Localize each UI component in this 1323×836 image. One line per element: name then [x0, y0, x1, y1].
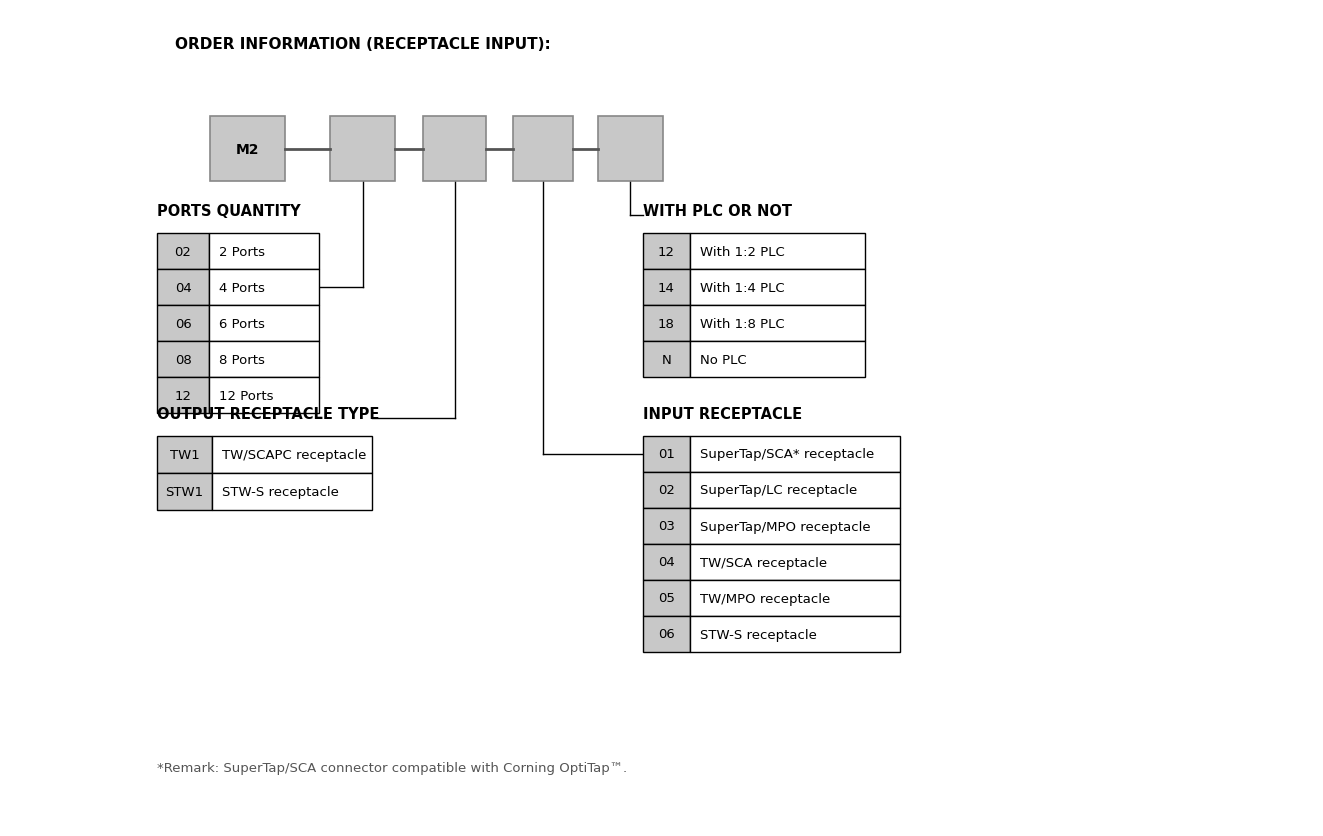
FancyBboxPatch shape	[643, 270, 691, 306]
FancyBboxPatch shape	[157, 270, 209, 306]
Text: STW1: STW1	[165, 486, 204, 498]
FancyBboxPatch shape	[598, 117, 663, 181]
FancyBboxPatch shape	[643, 544, 691, 580]
FancyBboxPatch shape	[157, 378, 209, 414]
Text: 6 Ports: 6 Ports	[220, 317, 265, 330]
Text: 12 Ports: 12 Ports	[220, 389, 274, 402]
FancyBboxPatch shape	[643, 616, 691, 652]
FancyBboxPatch shape	[157, 473, 212, 511]
Text: WITH PLC OR NOT: WITH PLC OR NOT	[643, 204, 792, 219]
Text: 01: 01	[658, 448, 675, 461]
Text: 4 Ports: 4 Ports	[220, 281, 265, 294]
FancyBboxPatch shape	[157, 436, 212, 473]
FancyBboxPatch shape	[209, 234, 319, 270]
Text: 18: 18	[658, 317, 675, 330]
Text: INPUT RECEPTACLE: INPUT RECEPTACLE	[643, 406, 802, 421]
Text: TW1: TW1	[169, 448, 200, 461]
FancyBboxPatch shape	[210, 117, 284, 181]
FancyBboxPatch shape	[643, 436, 691, 472]
FancyBboxPatch shape	[691, 508, 900, 544]
FancyBboxPatch shape	[423, 117, 486, 181]
Text: 06: 06	[658, 628, 675, 640]
Text: TW/SCAPC receptacle: TW/SCAPC receptacle	[222, 448, 366, 461]
Text: ORDER INFORMATION (RECEPTACLE INPUT):: ORDER INFORMATION (RECEPTACLE INPUT):	[175, 37, 550, 52]
Text: TW/SCA receptacle: TW/SCA receptacle	[700, 556, 827, 568]
Text: 02: 02	[175, 245, 192, 258]
FancyBboxPatch shape	[643, 580, 691, 616]
FancyBboxPatch shape	[691, 234, 865, 270]
FancyBboxPatch shape	[513, 117, 573, 181]
Text: N: N	[662, 353, 671, 366]
Text: M2: M2	[235, 142, 259, 156]
Text: OUTPUT RECEPTACLE TYPE: OUTPUT RECEPTACLE TYPE	[157, 406, 380, 421]
Text: SuperTap/SCA* receptacle: SuperTap/SCA* receptacle	[700, 448, 875, 461]
Text: *Remark: SuperTap/SCA connector compatible with Corning OptiTap™.: *Remark: SuperTap/SCA connector compatib…	[157, 761, 627, 774]
FancyBboxPatch shape	[691, 580, 900, 616]
FancyBboxPatch shape	[157, 306, 209, 342]
Text: 02: 02	[658, 484, 675, 497]
FancyBboxPatch shape	[691, 342, 865, 378]
Text: No PLC: No PLC	[700, 353, 746, 366]
FancyBboxPatch shape	[212, 436, 372, 473]
FancyBboxPatch shape	[643, 342, 691, 378]
Text: 05: 05	[658, 592, 675, 604]
FancyBboxPatch shape	[209, 306, 319, 342]
FancyBboxPatch shape	[157, 342, 209, 378]
FancyBboxPatch shape	[329, 117, 396, 181]
FancyBboxPatch shape	[691, 306, 865, 342]
Text: SuperTap/MPO receptacle: SuperTap/MPO receptacle	[700, 520, 871, 533]
Text: 14: 14	[658, 281, 675, 294]
Text: 8 Ports: 8 Ports	[220, 353, 265, 366]
FancyBboxPatch shape	[643, 306, 691, 342]
FancyBboxPatch shape	[691, 270, 865, 306]
FancyBboxPatch shape	[209, 342, 319, 378]
FancyBboxPatch shape	[209, 270, 319, 306]
Text: 08: 08	[175, 353, 192, 366]
Text: 12: 12	[175, 389, 192, 402]
Text: 03: 03	[658, 520, 675, 533]
Text: 04: 04	[175, 281, 192, 294]
FancyBboxPatch shape	[212, 473, 372, 511]
FancyBboxPatch shape	[643, 472, 691, 508]
FancyBboxPatch shape	[691, 472, 900, 508]
Text: 2 Ports: 2 Ports	[220, 245, 265, 258]
FancyBboxPatch shape	[157, 234, 209, 270]
Text: 12: 12	[658, 245, 675, 258]
FancyBboxPatch shape	[691, 436, 900, 472]
Text: With 1:4 PLC: With 1:4 PLC	[700, 281, 785, 294]
Text: STW-S receptacle: STW-S receptacle	[222, 486, 339, 498]
Text: STW-S receptacle: STW-S receptacle	[700, 628, 816, 640]
FancyBboxPatch shape	[691, 544, 900, 580]
FancyBboxPatch shape	[209, 378, 319, 414]
FancyBboxPatch shape	[691, 616, 900, 652]
Text: With 1:8 PLC: With 1:8 PLC	[700, 317, 785, 330]
Text: 06: 06	[175, 317, 192, 330]
Text: PORTS QUANTITY: PORTS QUANTITY	[157, 204, 300, 219]
FancyBboxPatch shape	[643, 234, 691, 270]
Text: With 1:2 PLC: With 1:2 PLC	[700, 245, 785, 258]
Text: 04: 04	[658, 556, 675, 568]
FancyBboxPatch shape	[643, 508, 691, 544]
Text: SuperTap/LC receptacle: SuperTap/LC receptacle	[700, 484, 857, 497]
Text: TW/MPO receptacle: TW/MPO receptacle	[700, 592, 831, 604]
